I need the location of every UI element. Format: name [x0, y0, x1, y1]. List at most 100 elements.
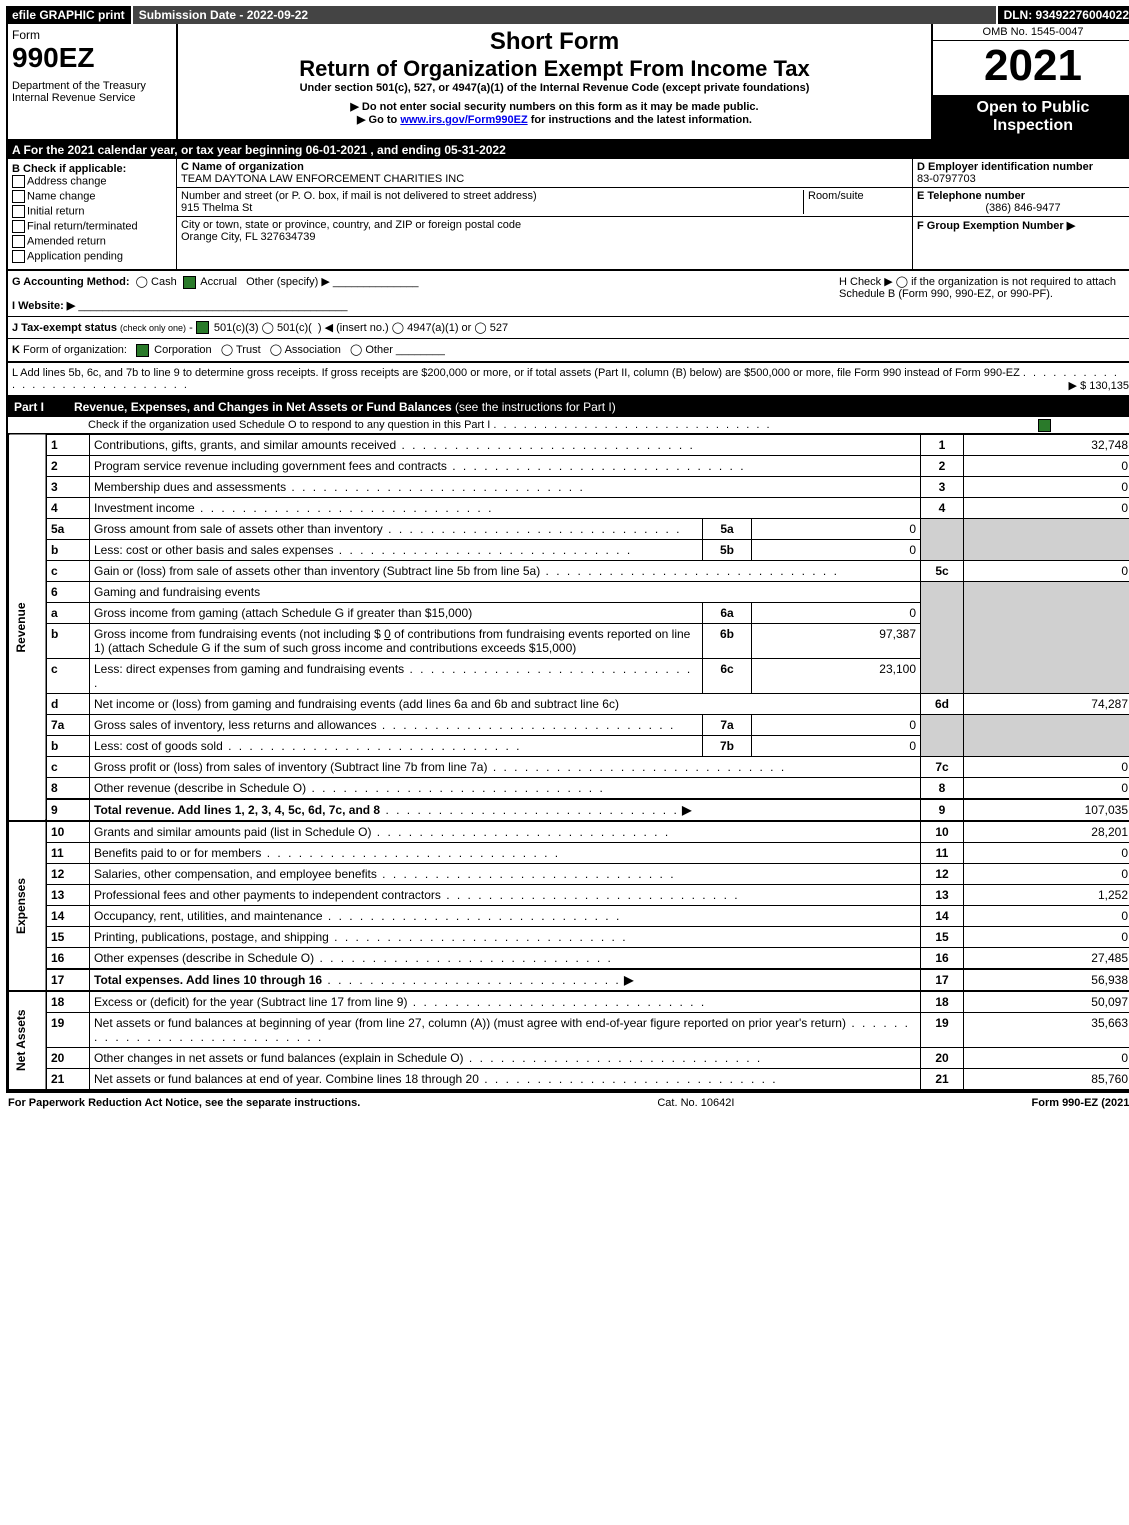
r11-val: 0	[964, 842, 1129, 863]
part1-header: Part I Revenue, Expenses, and Changes in…	[8, 397, 1129, 417]
r2-desc: Program service revenue including govern…	[94, 459, 447, 473]
r10-val: 28,201	[964, 821, 1129, 843]
g-prefix: G Accounting Method:	[12, 276, 130, 288]
r18-val: 50,097	[964, 991, 1129, 1013]
r5c-val: 0	[964, 560, 1129, 581]
cb-amended[interactable]: Amended return	[12, 235, 172, 248]
r6abc-grey	[921, 581, 964, 693]
r6c-subval: 23,100	[752, 658, 921, 693]
part1-num: Part I	[14, 400, 74, 414]
city-label: City or town, state or province, country…	[181, 219, 908, 231]
r12-box: 12	[921, 863, 964, 884]
r9-desc: Total revenue. Add lines 1, 2, 3, 4, 5c,…	[94, 803, 380, 817]
form-number: 990EZ	[12, 42, 172, 74]
r6abc-grey-val	[964, 581, 1129, 693]
r6d-desc: Net income or (loss) from gaming and fun…	[94, 697, 619, 711]
cb-final-return[interactable]: Final return/terminated	[12, 220, 172, 233]
cb-name-change[interactable]: Name change	[12, 190, 172, 203]
street: 915 Thelma St	[181, 202, 799, 214]
r14-desc: Occupancy, rent, utilities, and maintena…	[94, 909, 323, 923]
line-l: L Add lines 5b, 6c, and 7b to line 9 to …	[8, 363, 1129, 397]
r6b-num: b	[46, 623, 90, 658]
f-label: F Group Exemption Number ▶	[917, 219, 1129, 232]
irs-link[interactable]: www.irs.gov/Form990EZ	[400, 114, 527, 126]
r1-num: 1	[46, 434, 90, 455]
ein: 83-0797703	[917, 173, 1129, 185]
cb-app-pending[interactable]: Application pending	[12, 250, 172, 263]
r15-desc: Printing, publications, postage, and shi…	[94, 930, 329, 944]
r7c-val: 0	[964, 756, 1129, 777]
r6c-sub: 6c	[703, 658, 752, 693]
r5b-subval: 0	[752, 539, 921, 560]
efile-print[interactable]: efile GRAPHIC print	[6, 6, 133, 24]
r10-desc: Grants and similar amounts paid (list in…	[94, 825, 371, 839]
r13-box: 13	[921, 884, 964, 905]
r4-box: 4	[921, 497, 964, 518]
r6b-subval: 97,387	[752, 623, 921, 658]
r12-num: 12	[46, 863, 90, 884]
r7b-sub: 7b	[703, 735, 752, 756]
g-accrual-check-icon	[183, 276, 196, 289]
submission-date: Submission Date - 2022-09-22	[133, 6, 998, 24]
cb-initial-return[interactable]: Initial return	[12, 205, 172, 218]
r7a-sub: 7a	[703, 714, 752, 735]
r15-num: 15	[46, 926, 90, 947]
under-section: Under section 501(c), 527, or 4947(a)(1)…	[182, 82, 927, 94]
col-def: D Employer identification number 83-0797…	[912, 159, 1129, 269]
cb-address-change[interactable]: Address change	[12, 175, 172, 188]
goto-line: ▶ Go to www.irs.gov/Form990EZ for instru…	[182, 113, 927, 126]
r3-val: 0	[964, 476, 1129, 497]
r12-val: 0	[964, 863, 1129, 884]
line-l-text: L Add lines 5b, 6c, and 7b to line 9 to …	[12, 367, 1020, 379]
g-other[interactable]: Other (specify) ▶	[246, 276, 330, 288]
r7a-num: 7a	[46, 714, 90, 735]
r5a-num: 5a	[46, 518, 90, 539]
footer-form: Form 990-EZ (2021)	[1032, 1097, 1129, 1109]
r13-val: 1,252	[964, 884, 1129, 905]
omb-number: OMB No. 1545-0047	[933, 24, 1129, 41]
header-title-block: Short Form Return of Organization Exempt…	[178, 24, 933, 139]
org-name: TEAM DAYTONA LAW ENFORCEMENT CHARITIES I…	[181, 173, 908, 185]
r11-desc: Benefits paid to or for members	[94, 846, 261, 860]
line-h: H Check ▶ ◯ if the organization is not r…	[839, 275, 1129, 312]
r6b-sub: 6b	[703, 623, 752, 658]
line-j: J Tax-exempt status (check only one) - 5…	[8, 317, 1129, 340]
r3-desc: Membership dues and assessments	[94, 480, 286, 494]
short-form-title: Short Form	[182, 28, 927, 56]
g-cash[interactable]: Cash	[151, 276, 177, 288]
k-corp-check-icon	[136, 344, 149, 357]
r6a-subval: 0	[752, 602, 921, 623]
r5c-num: c	[46, 560, 90, 581]
goto-prefix: ▶ Go to	[357, 114, 400, 126]
telephone: (386) 846-9477	[917, 202, 1129, 214]
street-label: Number and street (or P. O. box, if mail…	[181, 190, 799, 202]
r21-desc: Net assets or fund balances at end of ye…	[94, 1072, 479, 1086]
top-bar: efile GRAPHIC print Submission Date - 20…	[6, 6, 1129, 24]
part1-check-o: Check if the organization used Schedule …	[8, 417, 1129, 434]
r7b-desc: Less: cost of goods sold	[94, 739, 223, 753]
r13-desc: Professional fees and other payments to …	[94, 888, 441, 902]
r13-num: 13	[46, 884, 90, 905]
department-text: Department of the Treasury Internal Reve…	[12, 80, 172, 104]
r19-box: 19	[921, 1012, 964, 1047]
r4-desc: Investment income	[94, 501, 195, 515]
r5a-subval: 0	[752, 518, 921, 539]
line-i: I Website: ▶ ___________________________…	[12, 299, 839, 312]
g-accrual[interactable]: Accrual	[200, 276, 237, 288]
netassets-tab: Net Assets	[9, 991, 47, 1090]
line-l-value: ▶ $ 130,135	[1069, 379, 1129, 392]
e-label: E Telephone number	[917, 190, 1129, 202]
r19-desc: Net assets or fund balances at beginning…	[94, 1016, 846, 1030]
r6c-num: c	[46, 658, 90, 693]
r5ab-grey	[921, 518, 964, 560]
r16-box: 16	[921, 947, 964, 969]
r11-box: 11	[921, 842, 964, 863]
section-a-calendar: A For the 2021 calendar year, or tax yea…	[8, 141, 1129, 159]
page-footer: For Paperwork Reduction Act Notice, see …	[6, 1093, 1129, 1109]
header-form-id: Form 990EZ Department of the Treasury In…	[8, 24, 178, 139]
r3-num: 3	[46, 476, 90, 497]
r5ab-grey-val	[964, 518, 1129, 560]
open-to-public: Open to Public Inspection	[933, 95, 1129, 139]
r5c-desc: Gain or (loss) from sale of assets other…	[94, 564, 540, 578]
city: Orange City, FL 327634739	[181, 231, 908, 243]
